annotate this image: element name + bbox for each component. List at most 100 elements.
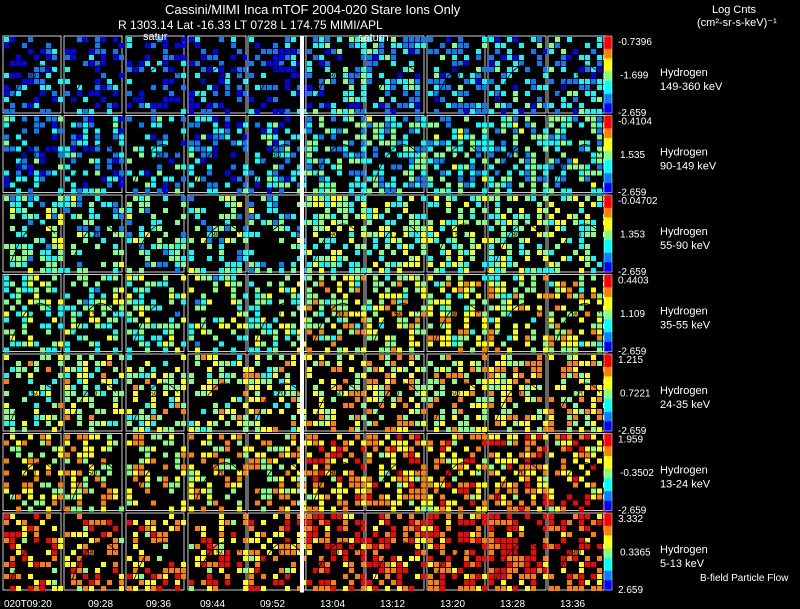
heatmap-pixel [207,275,212,281]
heatmap-pixel [219,526,224,531]
heatmap-pixel [452,500,457,506]
heatmap-pixel [291,464,296,470]
heatmap-pixel [28,311,33,317]
heatmap-pixel [555,586,560,591]
heatmap-pixel [255,379,260,384]
heatmap-pixel [567,361,572,366]
heatmap-pixel [285,526,290,531]
heatmap-pixel [464,335,469,341]
heatmap-pixel [16,520,21,525]
heatmap-pixel [163,532,168,537]
heatmap-pixel [46,550,51,555]
heatmap-pixel [537,568,542,573]
heatmap-pixel [428,397,433,402]
heatmap-pixel [597,458,602,464]
heatmap-pixel [52,238,57,243]
heatmap-pixel [273,164,278,170]
heatmap-pixel [403,250,408,255]
heatmap-pixel [40,79,45,84]
heatmap-pixel [543,275,548,281]
heatmap-pixel [561,385,566,390]
heatmap-pixel [237,550,242,555]
heatmap-pixel [46,67,51,72]
heatmap-pixel [58,299,63,305]
heatmap-pixel [119,355,124,360]
heatmap-pixel [28,434,33,440]
colorbar-segment [604,316,612,320]
time-tick-label: 13:20 [440,599,465,609]
heatmap-pixel [46,580,51,585]
heatmap-pixel [34,367,39,372]
heatmap-pixel [549,526,554,531]
heatmap-pixel [415,79,420,84]
heatmap-pixel [303,176,308,182]
heatmap-pixel [243,470,248,476]
colorbar-segment [604,424,612,429]
heatmap-pixel [573,79,578,84]
heatmap-pixel [367,586,372,591]
heatmap-pixel [452,373,457,378]
heatmap-pixel [361,494,366,500]
heatmap-pixel [464,202,469,207]
heatmap-pixel [52,49,57,54]
heatmap-pixel [303,520,308,525]
heatmap-pixel [243,373,248,378]
heatmap-pixel [139,470,144,476]
heatmap-pixel [476,170,481,176]
heatmap-pixel [525,305,530,311]
heatmap-pixel [107,520,112,525]
heatmap-pixel [440,391,445,396]
heatmap-pixel [22,244,27,249]
heatmap-pixel [561,440,566,446]
time-tick-label: 020T09:20 [4,599,52,609]
heatmap-pixel [531,103,536,108]
heatmap-pixel [303,250,308,255]
heatmap-pixel [107,446,112,452]
heatmap-pixel [77,109,82,114]
heatmap-pixel [573,574,578,579]
heatmap-pixel [291,550,296,555]
heatmap-pixel [597,170,602,176]
heatmap-pixel [285,37,290,42]
heatmap-pixel [113,244,118,249]
heatmap-pixel [501,281,506,287]
heatmap-pixel [355,122,360,128]
heatmap-pixel [219,61,224,66]
contour-label: 30 [149,309,159,319]
heatmap-pixel [237,250,242,255]
contour-label: 150 [87,309,102,319]
colorbar-segment [604,249,612,254]
heatmap-pixel [337,482,342,488]
heatmap-pixel [213,67,218,72]
heatmap-pixel [573,116,578,122]
heatmap-pixel [585,232,590,237]
heatmap-pixel [421,397,426,402]
heatmap-pixel [40,323,45,329]
heatmap-pixel [139,146,144,152]
heatmap-pixel [585,452,590,458]
heatmap-pixel [10,91,15,96]
heatmap-pixel [343,562,348,567]
heatmap-pixel [409,397,414,402]
heatmap-pixel [361,67,366,72]
heatmap-pixel [219,464,224,470]
heatmap-pixel [255,458,260,464]
heatmap-pixel [101,323,106,329]
heatmap-pixel [89,355,94,360]
heatmap-pixel [237,482,242,488]
heatmap-pixel [77,482,82,488]
heatmap-pixel [591,79,596,84]
heatmap-pixel [379,122,384,128]
heatmap-pixel [597,37,602,42]
heatmap-pixel [225,361,230,366]
heatmap-pixel [397,574,402,579]
heatmap-pixel [133,440,138,446]
heatmap-pixel [361,146,366,152]
heatmap-pixel [255,214,260,219]
heatmap-pixel [403,562,408,567]
heatmap-pixel [77,196,82,201]
heatmap-pixel [458,335,463,341]
heatmap-pixel [303,305,308,311]
heatmap-pixel [325,146,330,152]
heatmap-pixel [415,226,420,231]
